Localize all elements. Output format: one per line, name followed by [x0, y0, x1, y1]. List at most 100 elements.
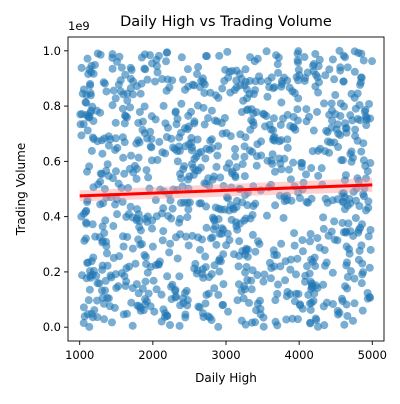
scatter-point — [111, 270, 120, 279]
scatter-point — [328, 300, 337, 309]
scatter-point — [143, 75, 152, 84]
scatter-point — [128, 213, 137, 222]
scatter-point — [152, 285, 161, 294]
scatter-point — [98, 286, 106, 295]
scatter-point — [301, 271, 310, 280]
scatter-point — [214, 290, 223, 299]
scatter-point — [246, 53, 255, 62]
scatter-point — [294, 188, 303, 197]
scatter-point — [164, 211, 173, 220]
scatter-point — [219, 225, 228, 234]
scatter-point — [85, 65, 94, 74]
scatter-point — [303, 262, 312, 271]
scatter-point — [105, 302, 114, 311]
scatter-point — [78, 89, 87, 98]
scatter-point — [117, 63, 126, 72]
scatter-point — [129, 168, 138, 177]
scatter-point — [304, 290, 313, 299]
scatter-point — [196, 245, 205, 254]
scatter-point — [112, 283, 121, 292]
scatter-point — [108, 101, 117, 110]
scatter-point — [271, 296, 280, 305]
scatter-point — [302, 117, 311, 126]
scatter-point — [330, 75, 339, 84]
scatter-point — [157, 290, 166, 299]
scatter-point — [183, 125, 192, 134]
chart-title: Daily High vs Trading Volume — [120, 14, 332, 30]
scatter-point — [303, 198, 312, 207]
scatter-point — [281, 276, 290, 285]
scatter-point — [321, 71, 330, 80]
scatter-point — [163, 48, 172, 57]
y-tick-label: 1.0 — [43, 44, 61, 58]
scatter-point — [311, 314, 320, 323]
scatter-point — [177, 99, 186, 108]
scatter-point — [266, 274, 275, 283]
scatter-point — [336, 131, 345, 140]
scatter-point — [120, 138, 129, 147]
scatter-point — [79, 303, 88, 312]
scatter-point — [201, 52, 210, 61]
scatter-point — [102, 242, 111, 251]
scatter-point — [83, 54, 92, 63]
scatter-point — [358, 270, 367, 279]
scatter-point — [232, 163, 241, 172]
scatter-point — [262, 47, 271, 56]
scatter-point — [208, 144, 217, 153]
scatter-point — [181, 310, 190, 319]
scatter-point — [231, 144, 240, 153]
scatter-point — [153, 68, 162, 77]
scatter-point — [170, 145, 179, 154]
scatter-point — [350, 67, 359, 76]
scatter-point — [123, 96, 132, 105]
scatter-point — [125, 262, 134, 271]
scatter-point — [87, 106, 96, 115]
scatter-point — [249, 121, 258, 130]
scatter-point — [128, 321, 137, 330]
scatter-point — [194, 63, 203, 72]
scatter-point — [287, 196, 296, 205]
scatter-point — [122, 277, 131, 286]
scatter-point — [298, 236, 307, 245]
scatter-point — [85, 285, 94, 294]
scatter-point — [321, 147, 330, 156]
y-tick-label: 0.4 — [43, 210, 61, 224]
scatter-point — [148, 224, 157, 233]
scatter-point — [159, 305, 168, 314]
scatter-point — [219, 280, 228, 289]
scatter-point — [362, 174, 371, 183]
scatter-point — [215, 255, 224, 264]
scatter-point — [141, 295, 150, 304]
scatter-point — [90, 306, 99, 315]
scatter-point — [193, 135, 202, 144]
scatter-point — [202, 223, 211, 232]
scatter-point — [256, 310, 265, 319]
scatter-point — [111, 145, 120, 154]
scatter-point — [108, 50, 117, 59]
scatter-point — [219, 181, 228, 190]
y-axis-label: Trading Volume — [14, 143, 28, 236]
scatter-point — [325, 65, 334, 74]
scatter-point — [122, 309, 131, 318]
scatter-point — [343, 311, 352, 320]
scatter-point — [144, 173, 153, 182]
scatter-point — [269, 135, 278, 144]
scatter-point — [251, 247, 260, 256]
scatter-point — [244, 298, 253, 307]
scatter-point — [293, 254, 302, 263]
x-axis-ticks: 1000 2000 3000 4000 5000 — [65, 341, 387, 362]
scatter-point — [335, 46, 344, 55]
scatter-point — [319, 213, 328, 222]
scatter-point — [102, 249, 111, 258]
scatter-point — [175, 133, 184, 142]
scatter-point — [239, 294, 248, 303]
scatter-point — [328, 55, 337, 64]
scatter-point — [142, 166, 151, 175]
scatter-point — [267, 180, 276, 189]
scatter-point — [214, 93, 223, 102]
scatter-point — [132, 174, 141, 183]
scatter-point — [100, 184, 109, 193]
scatter-point — [151, 77, 160, 86]
scatter-point — [282, 315, 291, 324]
